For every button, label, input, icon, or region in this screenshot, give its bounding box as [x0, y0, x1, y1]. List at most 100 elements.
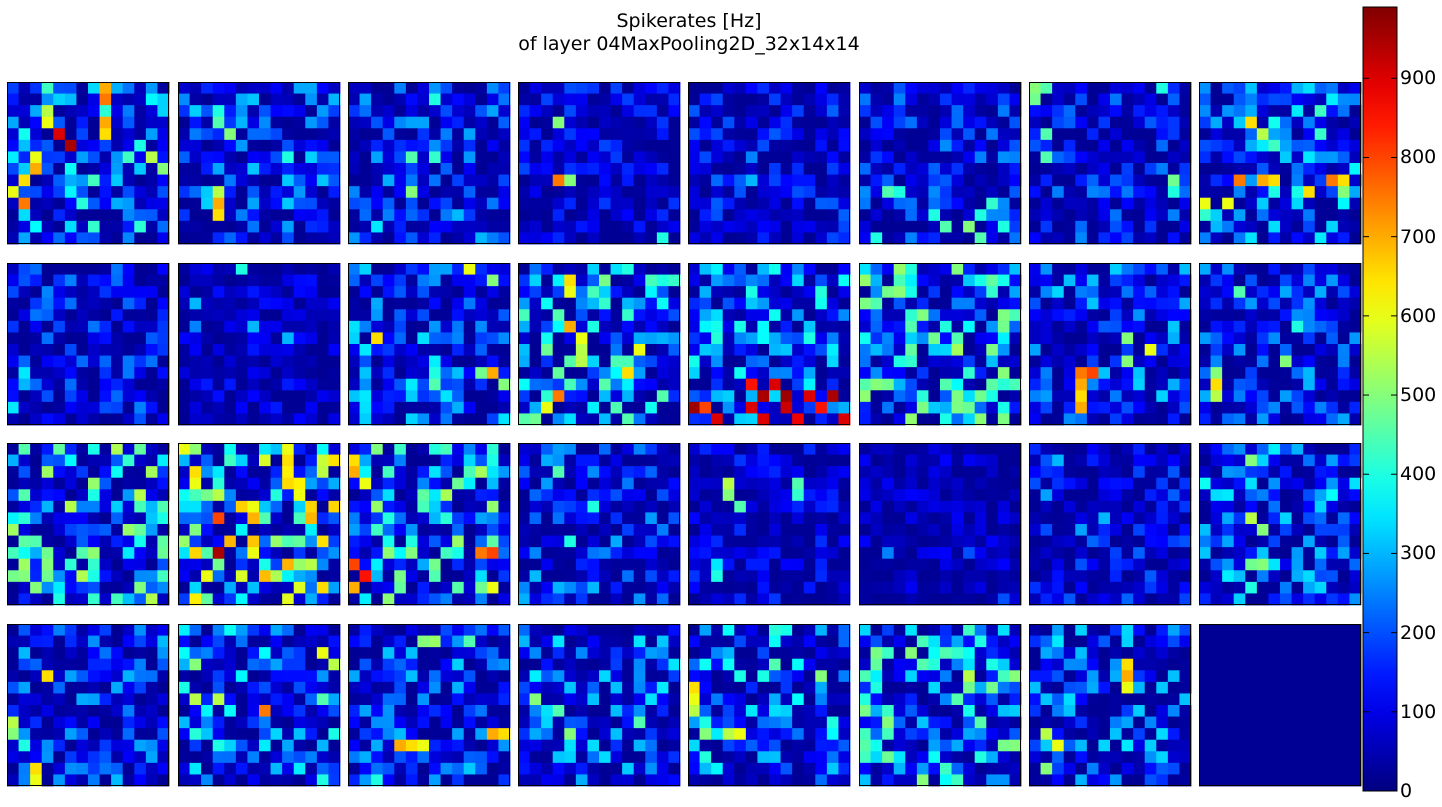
- heatmap-cell: [564, 139, 577, 152]
- heatmap-cell: [7, 220, 19, 233]
- heatmap-cell: [189, 232, 202, 245]
- heatmap-cell: [293, 332, 306, 345]
- heatmap-cell: [1029, 174, 1041, 187]
- heatmap-cell: [722, 512, 735, 525]
- heatmap-cell: [371, 320, 384, 333]
- heatmap-cell: [235, 220, 248, 233]
- feature-map-frame: [1199, 82, 1361, 244]
- heatmap-cell: [189, 186, 202, 199]
- heatmap-cell: [99, 186, 112, 199]
- heatmap-cell: [1156, 581, 1169, 594]
- heatmap-cell: [1199, 524, 1211, 536]
- heatmap-cell: [359, 593, 372, 606]
- heatmap-cell: [699, 570, 712, 583]
- heatmap-cell: [305, 232, 318, 245]
- heatmap-cell: [382, 581, 395, 594]
- heatmap-cell: [88, 716, 100, 729]
- heatmap-cell: [212, 151, 225, 164]
- heatmap-cell: [1222, 443, 1235, 455]
- heatmap-cell: [41, 751, 54, 764]
- heatmap-cell: [916, 209, 929, 222]
- heatmap-cell: [963, 489, 976, 502]
- heatmap-cell: [316, 466, 329, 479]
- heatmap-cell: [986, 82, 999, 94]
- heatmap-cell: [305, 344, 318, 356]
- heatmap-cell: [1075, 82, 1088, 94]
- heatmap-cell: [587, 581, 600, 594]
- heatmap-cell: [224, 344, 237, 356]
- heatmap-cell: [1156, 105, 1169, 118]
- heatmap-cell: [870, 209, 883, 222]
- heatmap-cell: [189, 82, 202, 94]
- heatmap-cell: [1233, 355, 1246, 368]
- heatmap-cell: [1167, 512, 1180, 525]
- heatmap-cell: [1063, 547, 1076, 560]
- heatmap-cell: [475, 186, 488, 199]
- heatmap-cell: [1303, 524, 1316, 536]
- heatmap-cell: [76, 332, 89, 345]
- heatmap-cell: [259, 477, 271, 490]
- heatmap-cell: [656, 93, 669, 106]
- heatmap-cell: [541, 320, 554, 333]
- heatmap-cell: [486, 367, 499, 380]
- heatmap-cell: [7, 728, 19, 741]
- heatmap-cell: [99, 174, 112, 187]
- heatmap-cell: [178, 413, 190, 426]
- heatmap-cell: [893, 443, 906, 455]
- heatmap-cell: [88, 751, 100, 764]
- heatmap-cell: [41, 401, 54, 414]
- heatmap-cell: [1156, 413, 1169, 426]
- heatmap-cell: [440, 443, 453, 455]
- heatmap-cell: [780, 570, 793, 583]
- heatmap-cell: [53, 512, 66, 525]
- heatmap-cell: [41, 489, 54, 502]
- heatmap-cell: [575, 163, 588, 175]
- heatmap-cell: [1052, 286, 1065, 299]
- heatmap-cell: [157, 512, 170, 525]
- heatmap-cell: [440, 320, 453, 333]
- heatmap-cell: [316, 570, 329, 583]
- heatmap-cell: [1052, 309, 1065, 322]
- heatmap-cell: [1009, 489, 1022, 502]
- heatmap-cell: [498, 116, 511, 129]
- heatmap-cell: [599, 139, 611, 152]
- heatmap-cell: [235, 547, 248, 560]
- heatmap-cell: [1326, 93, 1339, 106]
- heatmap-cell: [41, 547, 54, 560]
- heatmap-cell: [1167, 274, 1180, 287]
- heatmap-cell: [247, 378, 260, 391]
- heatmap-cell: [99, 197, 112, 210]
- heatmap-cell: [1314, 263, 1327, 275]
- heatmap-cell: [328, 547, 341, 560]
- heatmap-cell: [1349, 163, 1362, 175]
- heatmap-cell: [235, 297, 248, 310]
- heatmap-cell: [928, 535, 941, 548]
- heatmap-cell: [656, 128, 669, 141]
- heatmap-cell: [18, 320, 31, 333]
- heatmap-cell: [792, 454, 805, 467]
- heatmap-cell: [1222, 105, 1235, 118]
- heatmap-cell: [711, 489, 724, 502]
- heatmap-cell: [1156, 274, 1169, 287]
- heatmap-cell: [1210, 500, 1223, 513]
- heatmap-cell: [1009, 220, 1022, 233]
- heatmap-cell: [157, 82, 170, 94]
- heatmap-cell: [18, 739, 31, 752]
- heatmap-cell: [963, 116, 976, 129]
- heatmap-cell: [803, 466, 816, 479]
- heatmap-cell: [803, 489, 816, 502]
- heatmap-cell: [656, 332, 669, 345]
- heatmap-cell: [745, 390, 758, 403]
- heatmap-cell: [722, 466, 735, 479]
- heatmap-cell: [645, 344, 658, 356]
- heatmap-cell: [259, 489, 271, 502]
- heatmap-cell: [178, 524, 190, 536]
- heatmap-cell: [498, 186, 511, 199]
- heatmap-cell: [1075, 547, 1088, 560]
- heatmap-cell: [633, 413, 646, 426]
- heatmap-cell: [417, 570, 430, 583]
- heatmap-cell: [780, 320, 793, 333]
- heatmap-cell: [668, 332, 681, 345]
- heatmap-cell: [552, 128, 565, 141]
- heatmap-cell: [440, 390, 453, 403]
